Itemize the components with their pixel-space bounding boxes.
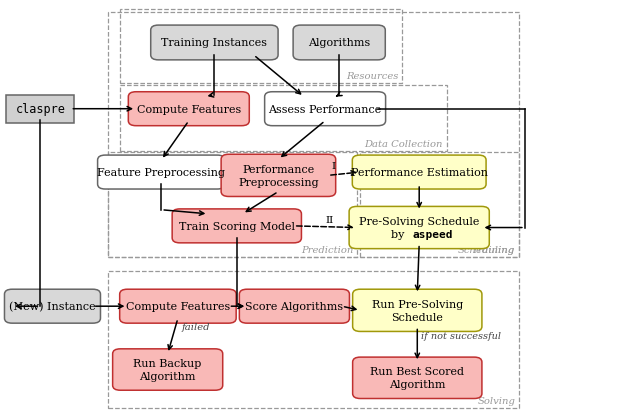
Text: Algorithms: Algorithms (308, 38, 371, 48)
FancyBboxPatch shape (221, 155, 335, 197)
Bar (108, 271, 519, 408)
FancyBboxPatch shape (239, 290, 349, 323)
Text: Run Backup
Algorithm: Run Backup Algorithm (134, 358, 202, 381)
Text: Performance
Preprocessing: Performance Preprocessing (238, 164, 319, 188)
Text: Prediction: Prediction (301, 245, 353, 254)
Bar (360, 153, 519, 257)
Text: aspeed: aspeed (413, 230, 453, 240)
FancyBboxPatch shape (353, 290, 482, 332)
FancyBboxPatch shape (128, 93, 249, 126)
Bar (108, 153, 357, 257)
Text: Run Best Scored
Algorithm: Run Best Scored Algorithm (371, 366, 464, 389)
FancyBboxPatch shape (97, 156, 225, 190)
Text: Feature Preprocessing: Feature Preprocessing (97, 168, 225, 178)
Text: Score Algorithms: Score Algorithms (245, 301, 344, 311)
Text: II: II (325, 215, 333, 224)
Text: Scheduling: Scheduling (458, 245, 515, 254)
Text: Data Collection: Data Collection (364, 139, 443, 148)
FancyBboxPatch shape (349, 207, 489, 249)
Text: Train Scoring Model: Train Scoring Model (179, 221, 295, 231)
Text: Resources: Resources (346, 71, 398, 81)
Text: Solving: Solving (477, 396, 515, 405)
Text: Training Instances: Training Instances (161, 38, 268, 48)
Bar (108, 13, 519, 257)
Bar (120, 10, 402, 83)
Text: (New) Instance: (New) Instance (9, 301, 96, 311)
Text: failed: failed (181, 323, 210, 332)
FancyBboxPatch shape (352, 156, 486, 190)
Text: I: I (332, 161, 335, 171)
Text: if not successful: if not successful (421, 331, 501, 340)
Text: Performance Estimation: Performance Estimation (351, 168, 488, 178)
Text: Pre-Solving Schedule: Pre-Solving Schedule (359, 216, 479, 226)
Text: claspre: claspre (15, 103, 65, 116)
Text: Assess Performance: Assess Performance (269, 104, 381, 114)
FancyBboxPatch shape (4, 290, 100, 323)
Bar (120, 86, 447, 151)
FancyBboxPatch shape (120, 290, 236, 323)
FancyBboxPatch shape (293, 26, 385, 61)
Text: Compute Features: Compute Features (126, 301, 230, 311)
Text: Run Pre-Solving
Schedule: Run Pre-Solving Schedule (372, 299, 463, 322)
FancyBboxPatch shape (6, 96, 74, 123)
FancyBboxPatch shape (172, 209, 301, 243)
FancyBboxPatch shape (113, 349, 223, 390)
Text: Compute Features: Compute Features (137, 104, 241, 114)
Text: Training: Training (472, 245, 515, 254)
FancyBboxPatch shape (151, 26, 278, 61)
Text: by: by (391, 230, 408, 240)
FancyBboxPatch shape (265, 93, 385, 126)
FancyBboxPatch shape (353, 357, 482, 399)
